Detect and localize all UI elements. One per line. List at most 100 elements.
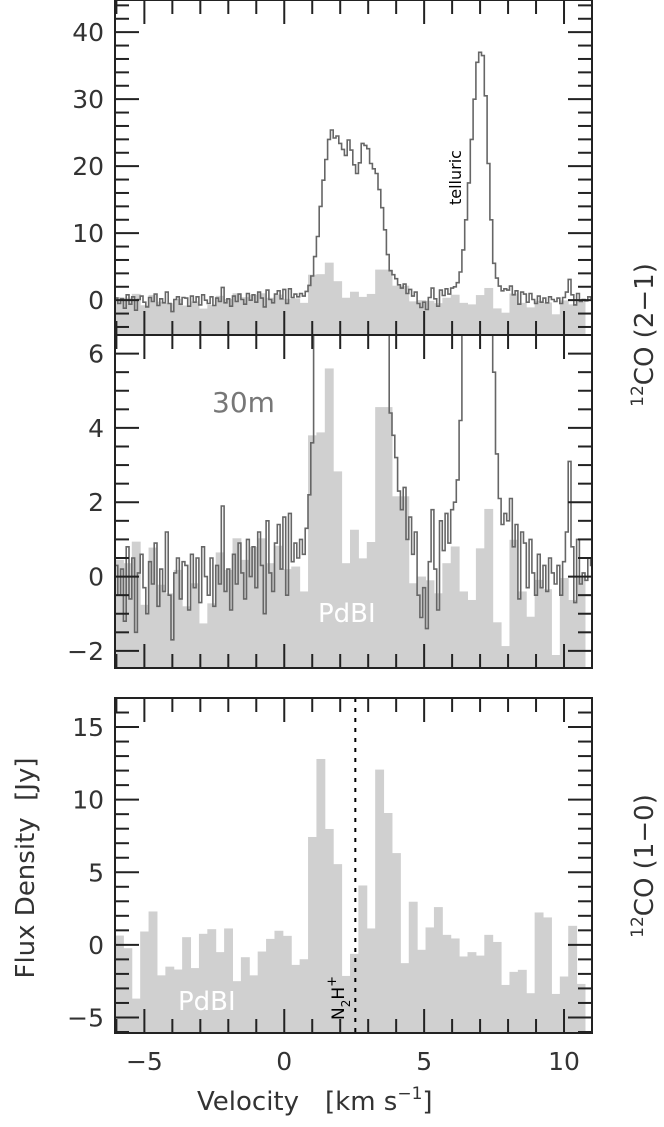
y-tick-label: 15 — [72, 713, 104, 742]
bar-pdbi — [450, 546, 460, 668]
bar-pdbi — [501, 312, 510, 335]
panel-frame — [114, 0, 593, 336]
bar-pdbi — [232, 538, 242, 668]
bar-pdbi — [517, 591, 527, 668]
x-axis-label: Velocity [km s−1] — [197, 1084, 433, 1117]
line-30m — [115, 335, 592, 641]
bar-pdbi_10 — [459, 956, 469, 1033]
bar-pdbi — [173, 569, 183, 668]
bar-pdbi — [576, 300, 586, 335]
bar-pdbi — [182, 305, 192, 335]
bar-pdbi_10 — [551, 993, 561, 1033]
bar-pdbi — [190, 301, 200, 335]
n2h-h: H — [329, 987, 349, 1000]
bar-pdbi_10 — [509, 971, 519, 1033]
ticks-middle — [115, 334, 593, 668]
bar-pdbi — [425, 580, 435, 668]
y-tick-label: 40 — [72, 18, 104, 47]
bar-pdbi — [366, 293, 376, 335]
bar-pdbi — [165, 593, 175, 668]
bar-pdbi — [198, 623, 208, 668]
bar-pdbi — [224, 569, 234, 668]
bar-pdbi — [350, 529, 359, 668]
bar-pdbi — [425, 300, 435, 335]
bar-pdbi_10 — [291, 964, 301, 1033]
x-tick-label: 5 — [416, 1047, 432, 1076]
bar-pdbi — [417, 576, 427, 668]
right-label-co10-text: CO (1−0) — [630, 794, 660, 916]
bar-pdbi_10 — [198, 933, 208, 1033]
bar-pdbi_10 — [324, 828, 334, 1033]
bar-pdbi_10 — [266, 938, 275, 1033]
y-tick-label: 30 — [72, 85, 104, 114]
bar-pdbi — [484, 287, 494, 335]
bar-pdbi_10 — [484, 934, 494, 1033]
bar-pdbi — [115, 297, 124, 335]
bar-pdbi — [240, 297, 250, 335]
bar-pdbi — [358, 558, 368, 668]
bar-pdbi — [551, 314, 561, 335]
bar-pdbi_10 — [391, 853, 401, 1033]
bar-pdbi — [391, 285, 401, 335]
bar-pdbi — [207, 304, 217, 335]
pdbi-label-middle: PdBI — [318, 599, 376, 629]
bar-pdbi — [224, 298, 234, 335]
y-tick-label: −5 — [67, 1003, 104, 1032]
bar-pdbi — [350, 291, 359, 335]
bar-pdbi_10 — [257, 951, 267, 1033]
bar-pdbi — [274, 294, 284, 335]
30m-label: 30m — [212, 386, 275, 419]
bar-pdbi_10 — [400, 963, 410, 1033]
right-label-co10: 12CO (1−0) — [628, 794, 660, 938]
x-axis-unit: [km s — [325, 1087, 397, 1117]
x-tick-label: −5 — [126, 1047, 163, 1076]
bar-pdbi — [333, 281, 343, 335]
n2h-sup: + — [325, 976, 340, 987]
bar-pdbi_10 — [417, 949, 427, 1033]
bar-pdbi_10 — [576, 983, 586, 1033]
bar-pdbi_10 — [366, 928, 376, 1033]
bar-pdbi — [400, 285, 410, 335]
bar-pdbi_10 — [333, 864, 343, 1033]
y-tick-label: 20 — [72, 152, 104, 181]
bar-pdbi — [140, 604, 150, 668]
bar-pdbi — [551, 654, 561, 668]
bar-pdbi_10 — [140, 931, 150, 1033]
bar-pdbi_10 — [543, 917, 552, 1033]
bar-pdbi — [215, 552, 225, 668]
bar-pdbi_10 — [115, 935, 124, 1033]
bar-pdbi — [366, 542, 376, 668]
svg-text:N2H+: N2H+ — [325, 976, 353, 1020]
bar-pdbi — [559, 578, 569, 668]
bar-pdbi_10 — [156, 975, 166, 1033]
bar-pdbi_10 — [341, 975, 351, 1033]
right-label-co21: 12CO (2−1) — [628, 263, 660, 407]
bar-pdbi — [156, 301, 166, 335]
bar-pdbi_10 — [534, 912, 544, 1033]
y-tick-label: 6 — [88, 340, 104, 369]
bar-pdbi — [501, 646, 510, 668]
bar-pdbi_10 — [517, 969, 527, 1033]
bar-pdbi — [543, 302, 552, 335]
bar-pdbi — [383, 269, 393, 335]
right-label-co21-sup: 12 — [628, 385, 648, 407]
bar-pdbi_10 — [408, 901, 418, 1033]
bar-pdbi — [459, 302, 469, 335]
y-axis-label: Flux Density [Jy] — [11, 757, 41, 978]
bar-pdbi — [266, 563, 275, 668]
bar-pdbi — [316, 432, 326, 668]
bar-pdbi — [341, 563, 351, 668]
telluric-label: telluric — [446, 150, 465, 205]
bar-pdbi — [568, 599, 578, 668]
bar-pdbi_10 — [299, 959, 309, 1033]
bar-pdbi_10 — [501, 984, 510, 1033]
y-tick-label: 4 — [88, 414, 104, 443]
bar-pdbi — [341, 297, 351, 335]
bar-pdbi — [467, 599, 477, 668]
bar-pdbi_10 — [165, 966, 175, 1033]
bar-pdbi — [123, 297, 133, 335]
bar-pdbi — [391, 496, 401, 668]
bar-pdbi_10 — [568, 925, 578, 1033]
bar-pdbi — [526, 307, 536, 335]
bar-pdbi_10 — [308, 836, 317, 1033]
